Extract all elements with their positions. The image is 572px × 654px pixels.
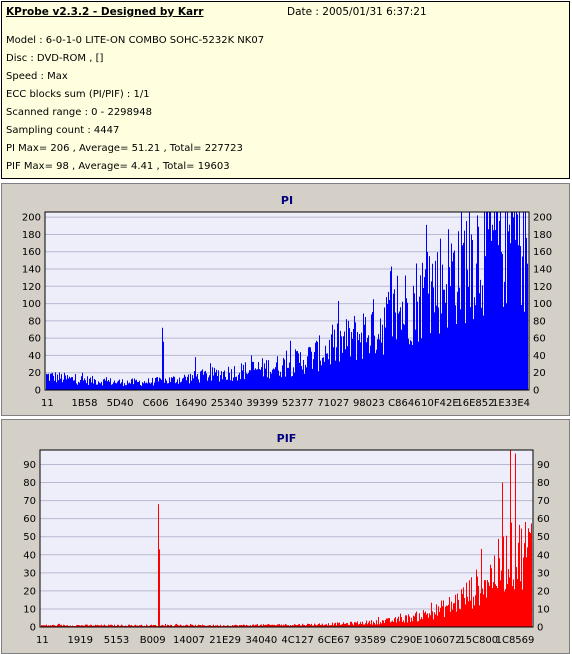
pi-xtick-label: C8646	[388, 398, 420, 409]
pif-ytick-right: 40	[537, 550, 550, 561]
pi-chart: PI 0 0 20 20 40 40 60 60 80 80 100 100 120 120 140 140 16…	[22, 194, 552, 409]
pi-xtick-label: 25340	[211, 398, 243, 409]
pif-xtick-label: 34040	[245, 635, 277, 646]
pi-ytick-right: 180	[533, 230, 552, 241]
pif-ytick-left: 10	[23, 604, 36, 615]
pi-ytick-left: 60	[28, 334, 41, 345]
pif-xtick-label: 15C800	[459, 635, 498, 646]
pi-xtick-label: C606	[143, 398, 169, 409]
pif-plot-area	[39, 449, 534, 628]
pi-ytick-left: 0	[35, 386, 41, 397]
pif-ytick-left: 90	[23, 460, 36, 471]
pi-ytick-left: 140	[22, 265, 41, 276]
pi-ytick-left: 180	[22, 230, 41, 241]
pif-ytick-left: 60	[23, 514, 36, 525]
pi-xtick-label: 1E33E4	[492, 398, 530, 409]
pi-ytick-left: 160	[22, 247, 41, 258]
pif-ytick-right: 0	[537, 623, 543, 634]
disc-line: Disc : DVD-ROM , []	[6, 53, 104, 64]
pif-xtick-label: 106072	[423, 635, 461, 646]
pi-xtick-label: 98023	[353, 398, 385, 409]
pif-stats-line: PIF Max= 98 , Average= 4.41 , Total= 196…	[6, 161, 230, 172]
pif-chart: PIF 0 0 10 10 20 20 30 30 40 40 50 50 60 60 70 70 80 80 90 9…	[23, 432, 550, 646]
info-panel: KProbe v2.3.2 - Designed by Karr Date : …	[1, 1, 570, 179]
pi-ytick-left: 20	[28, 368, 41, 379]
pi-ytick-left: 100	[22, 299, 41, 310]
pif-xtick-label: 93589	[354, 635, 386, 646]
pi-ytick-right: 0	[533, 386, 539, 397]
pif-ytick-right: 80	[537, 478, 550, 489]
pi-ytick-left: 40	[28, 351, 41, 362]
pif-ytick-right: 10	[537, 604, 550, 615]
scanned-range-line: Scanned range : 0 - 2298948	[6, 107, 152, 118]
scan-date: Date : 2005/01/31 6:37:21	[287, 6, 427, 18]
pi-ytick-right: 100	[533, 299, 552, 310]
pi-ytick-left: 200	[22, 213, 41, 224]
pif-ytick-left: 30	[23, 568, 36, 579]
pif-ytick-right: 20	[537, 586, 550, 597]
pif-ytick-left: 0	[30, 623, 36, 634]
pif-xtick-label: 6CE67	[318, 635, 350, 646]
pif-chart-title: PIF	[277, 432, 297, 445]
pif-ytick-right: 50	[537, 532, 550, 543]
pif-chart-panel: PIF 0 0 10 10 20 20 30 30 40 40 50 50 60 60 70 70 80 80 90 9…	[1, 419, 570, 654]
pif-xtick-label: 5153	[104, 635, 129, 646]
pif-plot-border	[39, 449, 534, 628]
pif-xtick-label: 4C127	[281, 635, 313, 646]
pif-ytick-right: 60	[537, 514, 550, 525]
speed-line: Speed : Max	[6, 71, 68, 82]
pi-ytick-right: 160	[533, 247, 552, 258]
pi-xtick-label: 16E852	[456, 398, 494, 409]
pi-ytick-right: 40	[533, 351, 546, 362]
pif-xtick-label: 1C8569	[496, 635, 535, 646]
pif-xtick-label: 14007	[173, 635, 205, 646]
pi-ytick-right: 120	[533, 282, 552, 293]
pif-ytick-right: 90	[537, 460, 550, 471]
app-title: KProbe v2.3.2 - Designed by Karr	[6, 6, 204, 18]
pi-xtick-label: 11	[41, 398, 54, 409]
pi-xtick-label: 39399	[246, 398, 278, 409]
pi-xtick-label: 1B58	[72, 398, 98, 409]
pif-ytick-right: 30	[537, 568, 550, 579]
pif-ytick-right: 70	[537, 496, 550, 507]
model-line: Model : 6-0-1-0 LITE-ON COMBO SOHC-5232K…	[6, 35, 265, 46]
pi-ytick-right: 200	[533, 213, 552, 224]
pif-ytick-left: 70	[23, 496, 36, 507]
pi-ytick-left: 80	[28, 316, 41, 327]
pi-xtick-label: 16490	[175, 398, 207, 409]
pi-chart-panel: PI 0 0 20 20 40 40 60 60 80 80 100 100 120 120 140 140 16…	[1, 183, 570, 416]
pi-stats-line: PI Max= 206 , Average= 51.21 , Total= 22…	[6, 143, 243, 154]
sampling-count-line: Sampling count : 4447	[6, 125, 120, 136]
pi-ytick-right: 60	[533, 334, 546, 345]
pi-xtick-label: 5D40	[107, 398, 134, 409]
pi-xtick-label: 52377	[282, 398, 314, 409]
pif-ytick-left: 20	[23, 586, 36, 597]
ecc-line: ECC blocks sum (PI/PIF) : 1/1	[6, 89, 150, 100]
pi-ytick-right: 140	[533, 265, 552, 276]
pif-ytick-left: 80	[23, 478, 36, 489]
pif-xtick-label: 1919	[68, 635, 93, 646]
pi-xtick-label: 10F42E	[421, 398, 459, 409]
pi-xtick-label: 71027	[317, 398, 349, 409]
pi-ytick-left: 120	[22, 282, 41, 293]
pif-ytick-left: 40	[23, 550, 36, 561]
pi-ytick-right: 80	[533, 316, 546, 327]
pif-xtick-label: B009	[140, 635, 166, 646]
pif-xtick-label: 21E29	[209, 635, 241, 646]
pi-ytick-right: 20	[533, 368, 546, 379]
pi-plot-border	[44, 211, 530, 391]
pif-xtick-label: 11	[36, 635, 49, 646]
pif-ytick-left: 50	[23, 532, 36, 543]
pi-chart-title: PI	[281, 194, 293, 207]
pif-xtick-label: C290E	[390, 635, 422, 646]
